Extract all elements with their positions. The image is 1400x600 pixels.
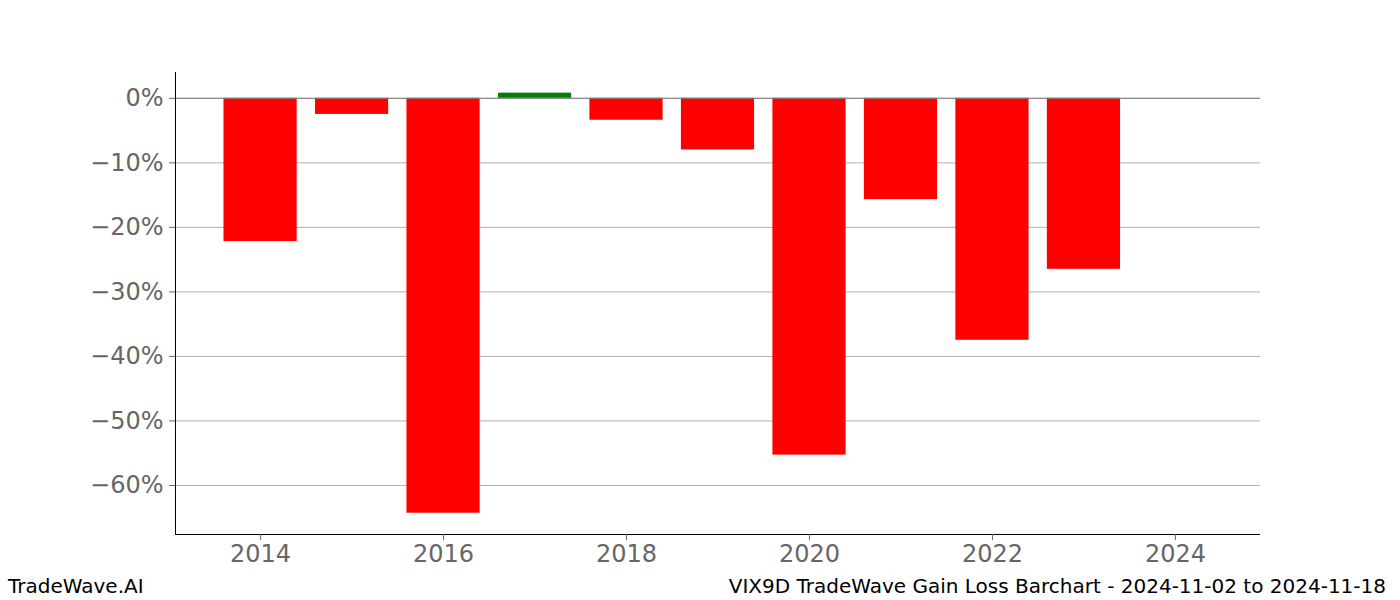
- svg-text:0%: 0%: [125, 84, 163, 112]
- html-text:TradeWave.AI: TradeWave.AI: [8, 574, 144, 598]
- svg-text:2016: 2016: [413, 540, 474, 566]
- html-text:VIX9D TradeWave Gain Loss Barc: VIX9D TradeWave Gain Loss Barchart - 202…: [728, 574, 1386, 598]
- svg-text:2024: 2024: [1145, 540, 1206, 566]
- svg-text:2022: 2022: [962, 540, 1023, 566]
- svg-text:2018: 2018: [596, 540, 657, 566]
- svg-text:−20%: −20%: [90, 213, 163, 241]
- svg-text:−50%: −50%: [90, 407, 163, 435]
- svg-text:2020: 2020: [779, 540, 840, 566]
- svg-text:−10%: −10%: [90, 149, 163, 177]
- svg-text:−60%: −60%: [90, 471, 163, 499]
- svg-text:2014: 2014: [230, 540, 291, 566]
- svg-text:−40%: −40%: [90, 342, 163, 370]
- svg-text:−30%: −30%: [90, 278, 163, 306]
